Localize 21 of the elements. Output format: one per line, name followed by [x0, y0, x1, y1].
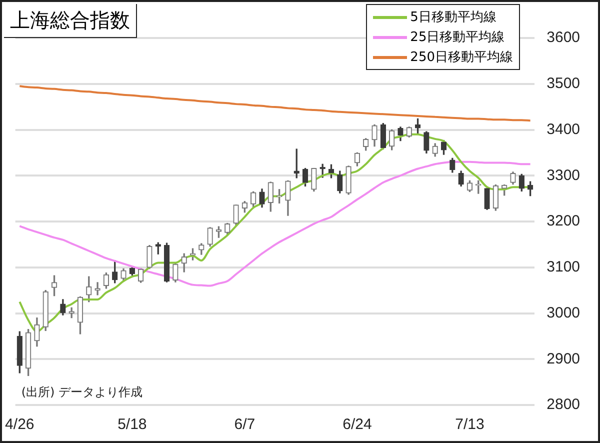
- line-series: [18, 160, 532, 287]
- y-tick-label: 3300: [546, 166, 580, 184]
- line-series: [18, 85, 532, 122]
- x-tick-label: 7/13: [455, 416, 484, 434]
- legend-label: 25日移動平均線: [410, 29, 505, 46]
- x-tick-label: 6/7: [234, 416, 256, 434]
- y-tick-label: 2800: [546, 396, 580, 414]
- x-tick-label: 6/24: [342, 416, 372, 434]
- annotation: (出所) データより作成: [21, 385, 143, 400]
- legend-label: 5日移動平均線: [410, 9, 496, 26]
- y-tick-label: 2900: [546, 350, 580, 368]
- y-tick-label: 3400: [546, 120, 580, 138]
- y-tick-label: 3100: [546, 258, 580, 276]
- y-tick-label: 3600: [546, 29, 580, 46]
- x-tick-label: 5/18: [118, 416, 147, 434]
- legend-label: 250日移動平均線: [410, 49, 513, 66]
- y-tick-label: 3500: [546, 75, 580, 92]
- y-tick-label: 3000: [546, 304, 580, 322]
- chart-title: 上海総合指数: [4, 4, 137, 38]
- y-tick-label: 3200: [546, 212, 580, 230]
- x-tick-label: 4/26: [5, 416, 34, 434]
